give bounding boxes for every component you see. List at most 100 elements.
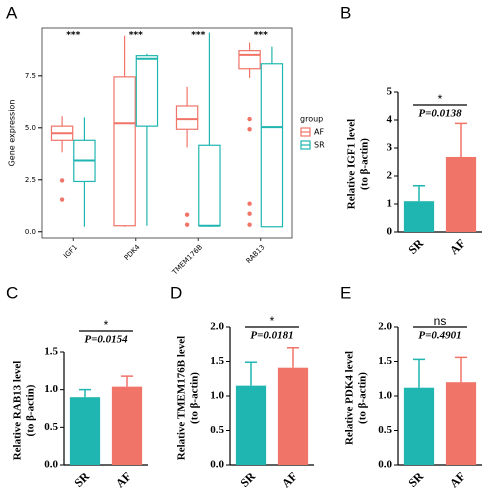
error-bar <box>454 122 468 157</box>
outlier <box>184 222 190 227</box>
x-tick-label: TMEM176B <box>170 243 204 277</box>
x-tick-label: AF <box>279 469 300 490</box>
panel: E 0.0 0.5 1.0 1.5 2.0 Relative PDK4 level (to β… <box>340 283 482 490</box>
y-axis-label: (to β-actin) <box>357 372 369 424</box>
plot-frame <box>41 27 293 239</box>
x-tick-label: RAB13 <box>245 243 267 265</box>
y-tick-label: 0.5 <box>378 424 392 436</box>
box <box>175 105 199 130</box>
p-value-label: P=0.4901 <box>418 330 461 342</box>
x-tick-label: PDK4 <box>123 243 142 262</box>
x-tick-label: SR <box>405 469 426 490</box>
significance-label: ns <box>434 314 447 328</box>
outlier <box>59 197 65 202</box>
legend-label: SR <box>314 141 325 150</box>
outlier <box>247 211 252 216</box>
x-tick-label: AF <box>113 469 134 490</box>
y-tick-label: 0.5 <box>44 421 58 433</box>
box <box>113 76 136 227</box>
y-tick-label: 1.0 <box>378 390 392 402</box>
panel-letter: A <box>6 3 18 22</box>
error-bar <box>120 375 134 387</box>
x-tick-label: SR <box>71 469 92 490</box>
y-axis-label: Relative TMEM176B level <box>176 336 188 460</box>
error-bar <box>412 185 426 202</box>
y-tick-label: 5 <box>387 86 393 98</box>
bar <box>69 397 101 465</box>
y-axis-label: Relative IGF1 level <box>346 119 358 209</box>
panel: C 0.0 0.5 1.0 1.5 Relative RAB13 level (to β-a… <box>6 283 148 490</box>
x-tick-label: SR <box>405 236 426 257</box>
bar <box>111 386 143 465</box>
panel: B 0 1 2 3 4 5 Relative IGF1 level (to β-actin) SR… <box>340 3 482 257</box>
y-tick-label: 1.5 <box>210 355 224 367</box>
x-tick-label: AF <box>447 469 468 490</box>
x-tick-label: IGF1 <box>62 243 79 260</box>
outlier <box>184 212 190 217</box>
y-tick-label: 1.0 <box>210 390 224 402</box>
outlier <box>247 201 252 206</box>
bar <box>403 387 435 465</box>
box <box>260 63 284 228</box>
x-tick-label: SR <box>237 469 258 490</box>
y-axis-label: Relative RAB13 level <box>12 361 24 461</box>
panel: A 0.0 2.5 5.0 7.5 Gene expression IGF1 PDK4 TMEM… <box>6 3 325 277</box>
y-tick-label: 1.0 <box>44 383 58 395</box>
y-tick-label: 2.0 <box>210 321 224 333</box>
panel-letter: B <box>340 3 351 22</box>
panel-letter: E <box>340 283 351 302</box>
outlier <box>247 116 252 122</box>
y-tick-label: 2.5 <box>25 176 36 184</box>
significance-label: * <box>104 318 109 332</box>
bar <box>445 382 477 465</box>
significance-label: *** <box>254 31 268 41</box>
y-tick-label: 0.0 <box>378 459 392 471</box>
y-tick-label: 1.5 <box>44 346 58 358</box>
outlier <box>59 178 65 183</box>
y-tick-label: 1.5 <box>378 355 392 367</box>
significance-label: * <box>270 314 275 328</box>
significance-label: * <box>438 92 443 106</box>
bar <box>235 385 267 465</box>
error-bar <box>454 356 468 383</box>
significance-label: *** <box>191 31 205 41</box>
box <box>135 55 159 127</box>
y-tick-label: 2 <box>387 170 393 182</box>
y-tick-label: 4 <box>387 114 393 126</box>
significance-label: *** <box>66 31 80 41</box>
y-tick-label: 3 <box>387 142 393 154</box>
legend-label: AF <box>314 128 324 137</box>
bar <box>277 367 309 465</box>
bar <box>445 156 477 232</box>
outlier <box>247 222 252 227</box>
legend-title: group <box>300 115 323 124</box>
error-bar <box>412 358 426 388</box>
y-tick-label: 0.0 <box>44 459 58 471</box>
y-tick-label: 7.5 <box>25 72 36 80</box>
p-value-label: P=0.0138 <box>418 108 462 120</box>
y-tick-label: 5.0 <box>25 124 36 132</box>
error-bar <box>244 361 258 386</box>
box <box>238 50 261 70</box>
y-axis-label: (to β-actin) <box>25 384 37 436</box>
panel-letter: D <box>170 283 182 302</box>
error-bar <box>286 346 300 368</box>
y-axis-label: Gene expression <box>8 100 17 167</box>
y-axis-label: Relative PDK4 level <box>344 351 356 445</box>
p-value-label: P=0.0154 <box>84 334 128 346</box>
significance-label: *** <box>129 31 143 41</box>
y-tick-label: 0 <box>387 226 393 238</box>
box <box>198 144 221 227</box>
panel-letter: C <box>6 283 18 302</box>
y-tick-label: 1 <box>387 198 393 210</box>
p-value-label: P=0.0181 <box>250 330 293 342</box>
outlier <box>247 127 252 132</box>
y-tick-label: 2.0 <box>378 321 392 333</box>
error-bar <box>78 388 92 398</box>
y-axis-label: (to β-actin) <box>189 372 201 424</box>
bar <box>403 201 435 232</box>
y-tick-label: 0.5 <box>210 424 224 436</box>
y-tick-label: 0.0 <box>25 228 36 236</box>
x-tick-label: AF <box>447 236 468 257</box>
